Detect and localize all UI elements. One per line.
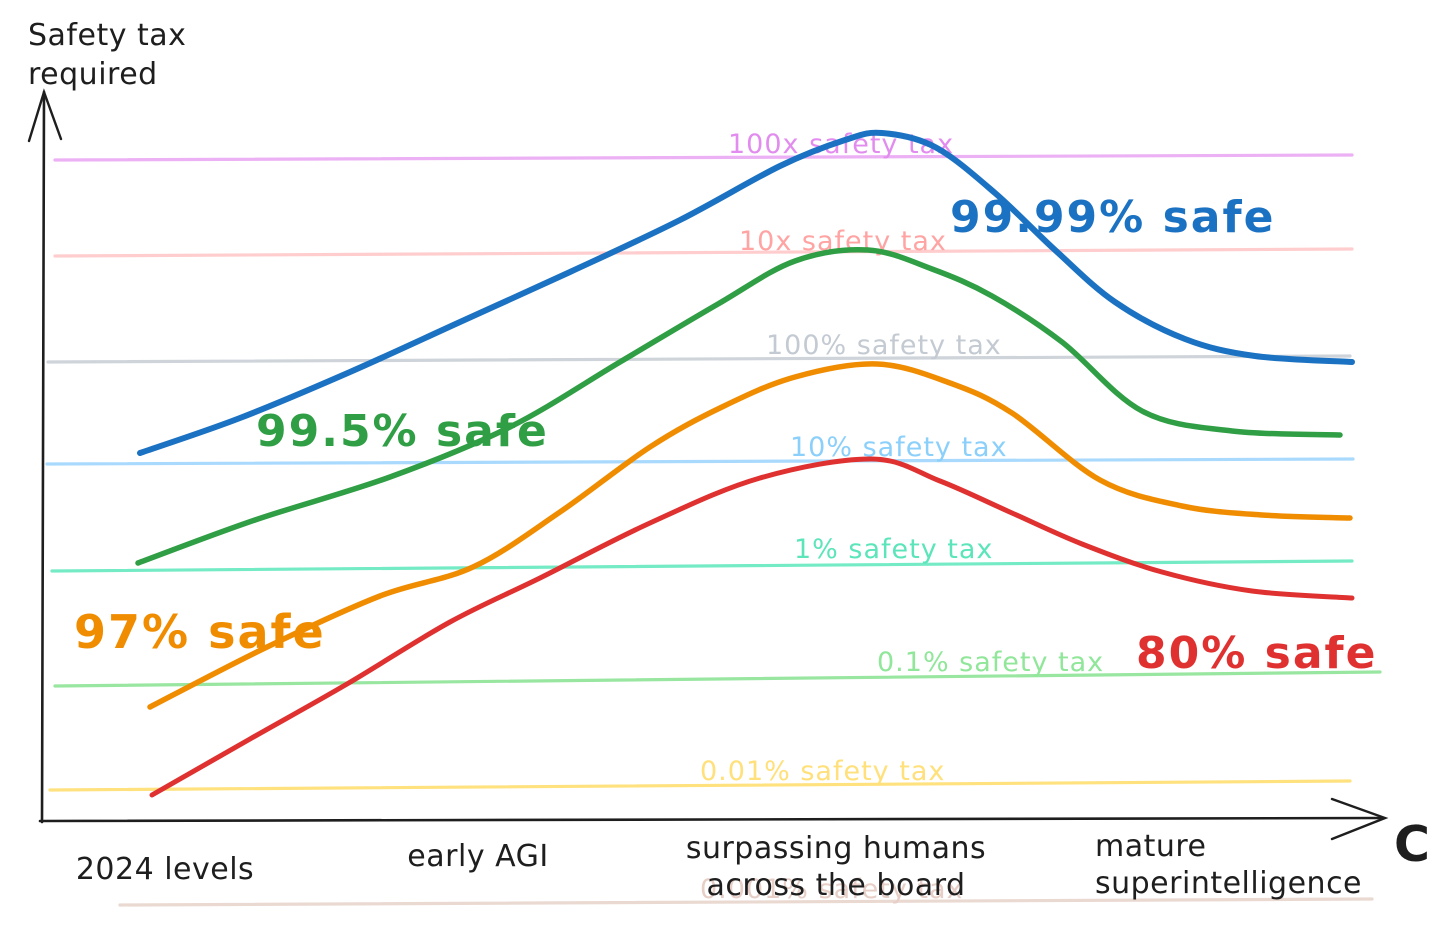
x-tick-label-2: surpassing humans across the board <box>685 831 987 903</box>
y-axis-line <box>40 90 46 824</box>
y-axis-arrowhead <box>27 88 63 143</box>
gridline-100pct <box>46 354 1352 364</box>
x-tick-label-0: 2024 levels <box>75 852 255 887</box>
gridline-label-10000pct: 100x safety tax <box>728 129 954 160</box>
gridline-1000pct <box>53 247 1354 258</box>
curve-label-80-safe: 80% safe <box>1136 628 1378 679</box>
curve-label-99-5-safe: 99.5% safe <box>256 406 549 457</box>
x-axis-arrowhead <box>1330 797 1389 841</box>
gridline-label-0.01pct: 0.01% safety tax <box>700 756 945 787</box>
x-axis-title: C <box>1394 816 1430 873</box>
x-tick-label-1: early AGI <box>407 839 549 874</box>
gridline-10pct <box>45 457 1355 466</box>
curve-label-99-99-safe: 99.99% safe <box>950 192 1275 243</box>
gridline-label-0.001pct: 0.001% safety tax <box>700 874 964 905</box>
gridline-0.01pct <box>48 779 1352 792</box>
curve-99-5-safe <box>135 246 1343 566</box>
x-tick-label-3: mature superintelligence <box>1095 829 1363 901</box>
y-axis-title: Safety tax required <box>28 18 187 92</box>
x-axis-line <box>38 816 1384 823</box>
gridline-0.001pct <box>118 897 1374 907</box>
gridline-label-10pct: 10% safety tax <box>790 432 1008 463</box>
gridline-label-1pct: 1% safety tax <box>794 534 993 565</box>
curve-99-99-safe <box>137 129 1355 456</box>
curve-80-safe <box>149 456 1355 798</box>
gridline-10000pct <box>53 153 1354 162</box>
gridline-label-100pct: 100% safety tax <box>766 330 1002 361</box>
gridline-0.1pct <box>53 670 1382 688</box>
curve-label-97-safe: 97% safe <box>74 605 326 659</box>
gridline-label-0.1pct: 0.1% safety tax <box>877 647 1104 678</box>
curve-97-safe <box>147 361 1353 710</box>
